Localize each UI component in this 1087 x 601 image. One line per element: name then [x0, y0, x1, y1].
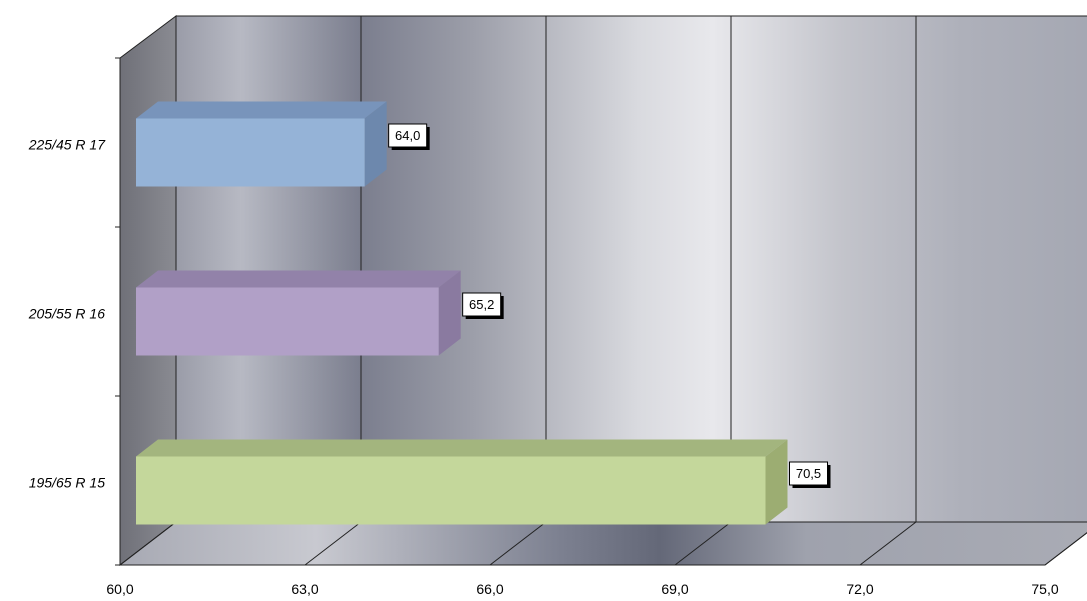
bar-side-face [438, 270, 461, 356]
bar-front-face [136, 118, 365, 187]
category-label: 195/65 R 15 [29, 475, 105, 491]
data-label: 65,2 [469, 297, 494, 312]
bar-1: 64,0 [136, 101, 430, 187]
data-label-box [462, 292, 502, 317]
x-tick-label: 75,0 [1031, 581, 1058, 597]
bar-top-face [136, 101, 387, 119]
gridlines [119, 16, 1087, 566]
category-label: 225/45 R 17 [28, 137, 106, 153]
x-tick-label: 69,0 [661, 581, 688, 597]
x-tick-label: 60,0 [106, 581, 133, 597]
category-label: 205/55 R 16 [28, 306, 105, 322]
value-axis: 60,0 63,0 66,0 69,0 72,0 75,0 [106, 581, 1058, 597]
gridline-floor [1044, 532, 1087, 566]
bar-2: 65,2 [136, 270, 504, 356]
x-tick-label: 66,0 [476, 581, 503, 597]
bar-3: 70,5 [136, 439, 831, 525]
gridline-floor [489, 521, 547, 566]
bar-side-face [765, 439, 788, 525]
bar-side-face [364, 101, 387, 187]
x-tick-label: 63,0 [291, 581, 318, 597]
data-label-box [789, 461, 828, 486]
gridline-floor [674, 521, 732, 566]
data-label-box [388, 123, 428, 148]
data-label: 64,0 [395, 128, 420, 143]
bars: 64,0 65,2 70,5 [136, 101, 831, 525]
bar-front-face [136, 287, 439, 356]
gridline-floor [304, 521, 362, 566]
bar-top-face [136, 270, 461, 288]
plot-walls [118, 15, 1087, 567]
data-label: 70,5 [796, 466, 821, 481]
bar-front-face [136, 456, 766, 525]
x-tick-label: 72,0 [846, 581, 873, 597]
gridline-floor [859, 521, 917, 566]
floor [118, 521, 1087, 566]
back-wall [175, 15, 1087, 523]
bar-top-face [136, 439, 788, 457]
gridline-floor [119, 521, 177, 566]
category-axis: 225/45 R 17 205/55 R 16 195/65 R 15 [28, 57, 121, 566]
